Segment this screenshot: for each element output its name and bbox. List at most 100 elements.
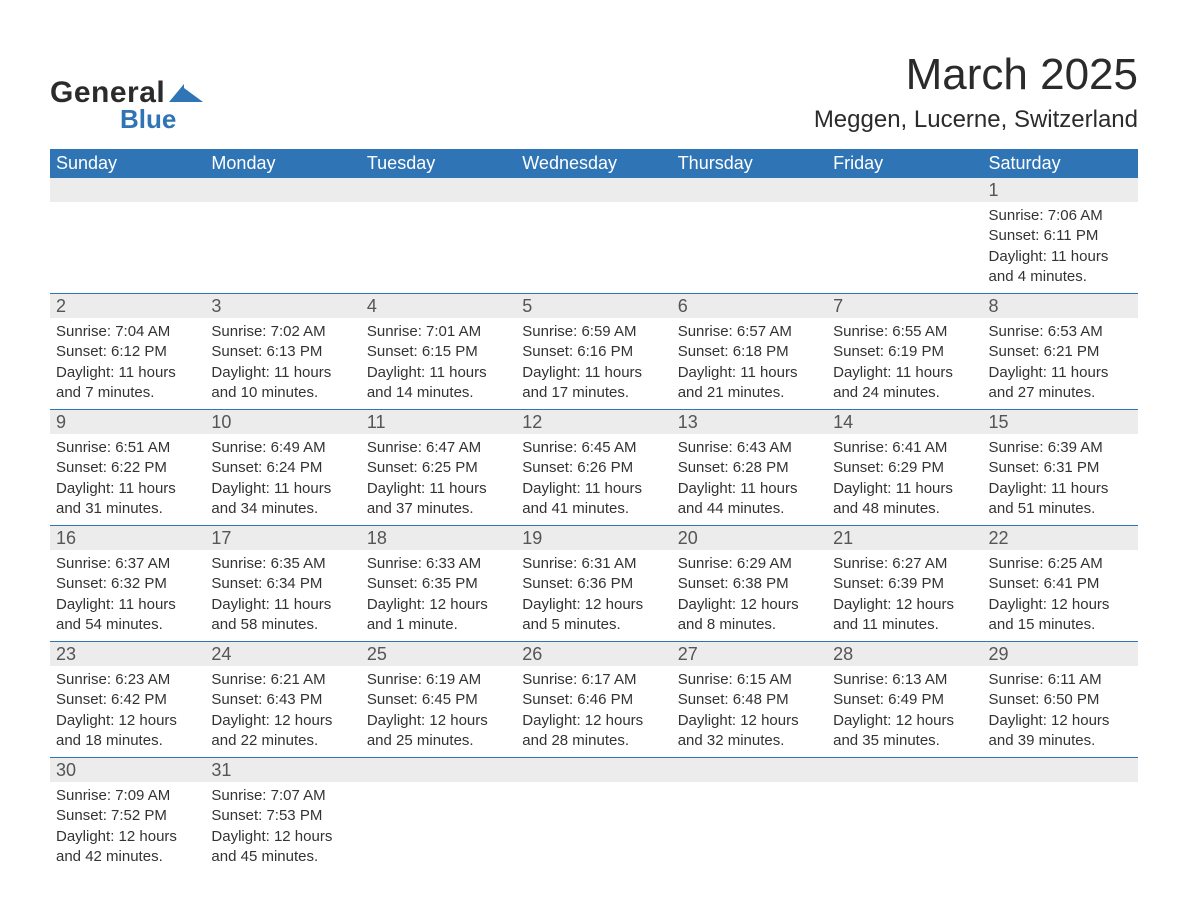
day-body: Sunrise: 6:57 AMSunset: 6:18 PMDaylight:… <box>672 318 827 409</box>
weekday-header: Tuesday <box>361 149 516 178</box>
day-body: Sunrise: 6:31 AMSunset: 6:36 PMDaylight:… <box>516 550 671 641</box>
day-number <box>672 758 827 782</box>
sunset-line: Sunset: 6:42 PM <box>56 690 199 710</box>
calendar-cell: 1Sunrise: 7:06 AMSunset: 6:11 PMDaylight… <box>983 178 1138 294</box>
day-body <box>361 202 516 293</box>
sunset-line: Sunset: 6:31 PM <box>989 458 1132 478</box>
calendar-cell: 18Sunrise: 6:33 AMSunset: 6:35 PMDayligh… <box>361 526 516 642</box>
calendar-cell <box>361 758 516 874</box>
daylight-line-1: Daylight: 11 hours <box>989 247 1132 267</box>
weekday-header: Saturday <box>983 149 1138 178</box>
sunrise-line: Sunrise: 7:02 AM <box>211 322 354 342</box>
sunrise-line: Sunrise: 7:09 AM <box>56 786 199 806</box>
calendar-cell: 7Sunrise: 6:55 AMSunset: 6:19 PMDaylight… <box>827 294 982 410</box>
sunrise-line: Sunrise: 6:31 AM <box>522 554 665 574</box>
daylight-line-2: and 5 minutes. <box>522 615 665 635</box>
calendar-cell <box>516 178 671 294</box>
month-title: March 2025 <box>814 50 1138 100</box>
sunrise-line: Sunrise: 6:37 AM <box>56 554 199 574</box>
day-body: Sunrise: 6:27 AMSunset: 6:39 PMDaylight:… <box>827 550 982 641</box>
daylight-line-1: Daylight: 11 hours <box>367 363 510 383</box>
logo: General Blue <box>50 50 203 135</box>
day-number: 19 <box>516 526 671 550</box>
daylight-line-1: Daylight: 11 hours <box>211 363 354 383</box>
sunrise-line: Sunrise: 6:21 AM <box>211 670 354 690</box>
sunset-line: Sunset: 6:46 PM <box>522 690 665 710</box>
daylight-line-2: and 45 minutes. <box>211 847 354 867</box>
sunset-line: Sunset: 7:52 PM <box>56 806 199 826</box>
sunset-line: Sunset: 6:19 PM <box>833 342 976 362</box>
day-number: 28 <box>827 642 982 666</box>
daylight-line-2: and 37 minutes. <box>367 499 510 519</box>
calendar-cell: 6Sunrise: 6:57 AMSunset: 6:18 PMDaylight… <box>672 294 827 410</box>
calendar-cell <box>50 178 205 294</box>
day-number <box>205 178 360 202</box>
day-number: 13 <box>672 410 827 434</box>
daylight-line-2: and 48 minutes. <box>833 499 976 519</box>
day-number: 2 <box>50 294 205 318</box>
sunset-line: Sunset: 6:36 PM <box>522 574 665 594</box>
day-body: Sunrise: 6:21 AMSunset: 6:43 PMDaylight:… <box>205 666 360 757</box>
day-body: Sunrise: 6:53 AMSunset: 6:21 PMDaylight:… <box>983 318 1138 409</box>
sunrise-line: Sunrise: 6:19 AM <box>367 670 510 690</box>
day-body: Sunrise: 6:17 AMSunset: 6:46 PMDaylight:… <box>516 666 671 757</box>
daylight-line-1: Daylight: 12 hours <box>678 595 821 615</box>
day-body: Sunrise: 7:01 AMSunset: 6:15 PMDaylight:… <box>361 318 516 409</box>
sunset-line: Sunset: 6:45 PM <box>367 690 510 710</box>
sunrise-line: Sunrise: 7:06 AM <box>989 206 1132 226</box>
day-number: 29 <box>983 642 1138 666</box>
sunset-line: Sunset: 6:18 PM <box>678 342 821 362</box>
daylight-line-1: Daylight: 12 hours <box>56 711 199 731</box>
day-body: Sunrise: 7:04 AMSunset: 6:12 PMDaylight:… <box>50 318 205 409</box>
calendar-cell: 10Sunrise: 6:49 AMSunset: 6:24 PMDayligh… <box>205 410 360 526</box>
calendar-cell: 2Sunrise: 7:04 AMSunset: 6:12 PMDaylight… <box>50 294 205 410</box>
daylight-line-1: Daylight: 11 hours <box>522 363 665 383</box>
day-body: Sunrise: 7:07 AMSunset: 7:53 PMDaylight:… <box>205 782 360 873</box>
calendar-cell: 11Sunrise: 6:47 AMSunset: 6:25 PMDayligh… <box>361 410 516 526</box>
daylight-line-1: Daylight: 11 hours <box>211 479 354 499</box>
calendar-week: 9Sunrise: 6:51 AMSunset: 6:22 PMDaylight… <box>50 410 1138 526</box>
daylight-line-1: Daylight: 11 hours <box>56 595 199 615</box>
sunset-line: Sunset: 6:24 PM <box>211 458 354 478</box>
day-number <box>361 178 516 202</box>
header: General Blue March 2025 Meggen, Lucerne,… <box>50 50 1138 135</box>
daylight-line-2: and 35 minutes. <box>833 731 976 751</box>
sunset-line: Sunset: 6:29 PM <box>833 458 976 478</box>
calendar-cell: 28Sunrise: 6:13 AMSunset: 6:49 PMDayligh… <box>827 642 982 758</box>
day-body <box>361 782 516 873</box>
sunrise-line: Sunrise: 6:23 AM <box>56 670 199 690</box>
daylight-line-2: and 10 minutes. <box>211 383 354 403</box>
sunset-line: Sunset: 7:53 PM <box>211 806 354 826</box>
sunrise-line: Sunrise: 6:45 AM <box>522 438 665 458</box>
day-body: Sunrise: 6:15 AMSunset: 6:48 PMDaylight:… <box>672 666 827 757</box>
calendar-cell: 9Sunrise: 6:51 AMSunset: 6:22 PMDaylight… <box>50 410 205 526</box>
calendar-cell: 25Sunrise: 6:19 AMSunset: 6:45 PMDayligh… <box>361 642 516 758</box>
logo-text-blue: Blue <box>120 104 176 135</box>
calendar-cell <box>361 178 516 294</box>
day-body <box>50 202 205 293</box>
day-body: Sunrise: 6:11 AMSunset: 6:50 PMDaylight:… <box>983 666 1138 757</box>
daylight-line-2: and 22 minutes. <box>211 731 354 751</box>
calendar-cell: 29Sunrise: 6:11 AMSunset: 6:50 PMDayligh… <box>983 642 1138 758</box>
sunset-line: Sunset: 6:38 PM <box>678 574 821 594</box>
calendar-cell: 27Sunrise: 6:15 AMSunset: 6:48 PMDayligh… <box>672 642 827 758</box>
day-number: 11 <box>361 410 516 434</box>
daylight-line-2: and 14 minutes. <box>367 383 510 403</box>
day-number <box>516 178 671 202</box>
day-body: Sunrise: 6:41 AMSunset: 6:29 PMDaylight:… <box>827 434 982 525</box>
sunrise-line: Sunrise: 7:01 AM <box>367 322 510 342</box>
day-number: 26 <box>516 642 671 666</box>
daylight-line-2: and 15 minutes. <box>989 615 1132 635</box>
daylight-line-2: and 44 minutes. <box>678 499 821 519</box>
daylight-line-1: Daylight: 12 hours <box>211 827 354 847</box>
day-number <box>361 758 516 782</box>
daylight-line-1: Daylight: 11 hours <box>678 479 821 499</box>
calendar-cell: 20Sunrise: 6:29 AMSunset: 6:38 PMDayligh… <box>672 526 827 642</box>
calendar-cell <box>672 758 827 874</box>
day-number: 23 <box>50 642 205 666</box>
daylight-line-1: Daylight: 12 hours <box>522 595 665 615</box>
calendar-cell: 13Sunrise: 6:43 AMSunset: 6:28 PMDayligh… <box>672 410 827 526</box>
daylight-line-1: Daylight: 11 hours <box>989 479 1132 499</box>
day-body <box>827 202 982 293</box>
day-body <box>205 202 360 293</box>
